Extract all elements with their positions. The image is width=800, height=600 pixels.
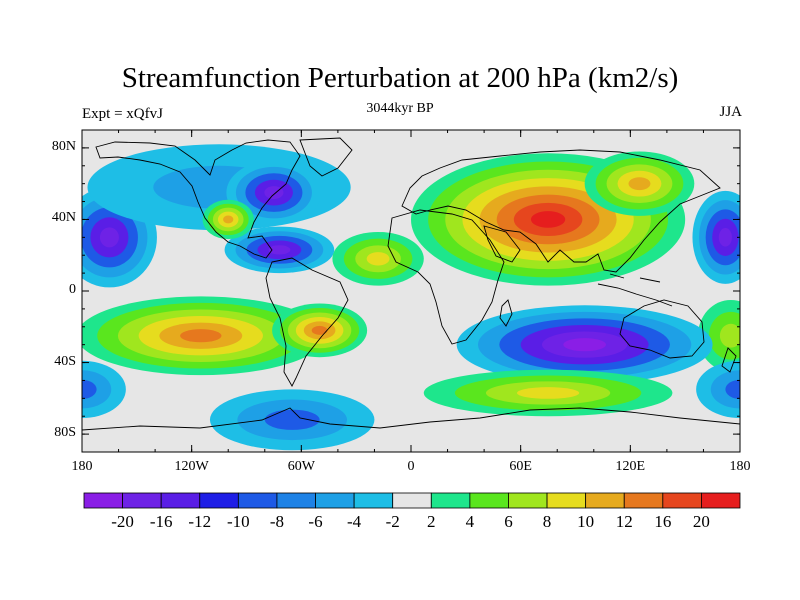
colorbar: [83, 492, 741, 509]
lat-tick-label: 0: [69, 282, 76, 297]
colorbar-swatch: [585, 492, 625, 509]
contour-region-8-4: [628, 177, 651, 191]
contour-region-12-5: [563, 338, 606, 352]
coastline-greenland: [299, 137, 353, 177]
contour-region-10-5: [311, 325, 328, 335]
contour-region-5-4: [223, 215, 234, 224]
lat-tick-label: 40S: [54, 353, 76, 369]
colorbar-swatch: [430, 492, 471, 509]
colorbar-swatch: [508, 492, 548, 509]
lon-tick-label: 180: [71, 459, 93, 474]
colorbar-label: 10: [577, 512, 595, 531]
colorbar-swatch: [160, 492, 201, 509]
lon-tick-label: 180: [729, 459, 751, 474]
lat-tick-label: 80N: [51, 138, 76, 154]
lon-tick-label: 120E: [615, 459, 646, 474]
experiment-label: Expt = xQfvJ: [82, 106, 163, 122]
time-label: 3044kyr BP: [366, 101, 434, 116]
colorbar-label: -10: [227, 512, 250, 531]
coastline-antarctica: [82, 407, 740, 431]
coastline-north-america: [95, 139, 301, 259]
colorbar-swatch: [122, 492, 162, 509]
coastline-madagascar: [499, 299, 513, 327]
contour-region-4-4: [268, 245, 291, 255]
contour-region-7-7: [530, 211, 566, 228]
axis-ticks: [81, 130, 741, 452]
coastline-indonesia: [597, 273, 673, 307]
contour-region-0-4: [99, 227, 119, 248]
colorbar-label: -6: [308, 512, 323, 531]
lon-tick-label: 0: [407, 459, 415, 474]
contour-region-13-2: [264, 409, 320, 430]
colorbar-swatch: [83, 492, 123, 509]
colorbar-swatch: [315, 492, 355, 509]
colorbar-swatch: [546, 492, 587, 509]
contour-region-1-4: [718, 228, 732, 247]
contour-region-11-2: [719, 323, 740, 348]
colorbar-label: 20: [692, 512, 710, 531]
colorbar-swatch: [276, 492, 316, 509]
coastline-africa: [387, 209, 505, 345]
colorbar-swatch: [199, 492, 239, 509]
lon-tick-label: 60W: [287, 459, 315, 474]
coastline-south-america: [265, 257, 349, 387]
coastlines: [82, 137, 740, 431]
contour-region-14-2: [82, 379, 97, 399]
colorbar-swatch: [623, 492, 664, 509]
colorbar-label: 16: [654, 512, 672, 531]
colorbar-label: -16: [149, 512, 173, 531]
coastline-australia: [619, 299, 705, 359]
lat-tick-label: 80S: [54, 425, 76, 441]
colorbar-label: -12: [188, 512, 212, 531]
coastline-arabia: [483, 225, 521, 263]
colorbar-label: -2: [385, 512, 400, 531]
colorbar-label: -8: [269, 512, 285, 531]
colorbar-label: 4: [465, 512, 475, 531]
colorbar-swatch: [469, 492, 509, 509]
coastline-new-zealand: [721, 347, 737, 373]
colorbar-swatch: [353, 492, 394, 509]
contour-region-3-4: [264, 186, 284, 200]
season-label: JJA: [719, 104, 742, 120]
contour-region-16-3: [517, 387, 580, 399]
colorbar-label: -4: [347, 512, 362, 531]
lat-tick-label: 40N: [51, 210, 76, 226]
colorbar-label: 8: [542, 512, 552, 531]
contour-region-6-3: [366, 252, 390, 266]
colorbar-label: 12: [615, 512, 633, 531]
coastline-eurasia: [401, 149, 721, 273]
colorbar-swatch: [662, 492, 702, 509]
contour-region-15-2: [725, 379, 740, 399]
contour-field: [82, 144, 740, 451]
colorbar-swatch: [237, 492, 278, 509]
map-title: Streamfunction Perturbation at 200 hPa (…: [121, 62, 679, 94]
colorbar-label: 2: [427, 512, 436, 531]
lon-tick-label: 60E: [509, 459, 532, 474]
colorbar-swatch: [392, 492, 432, 509]
contour-region-9-5: [180, 329, 222, 343]
lon-tick-label: 120W: [174, 459, 209, 474]
colorbar-label: -20: [111, 512, 134, 531]
colorbar-swatch: [701, 492, 741, 509]
colorbar-label: 6: [504, 512, 513, 531]
